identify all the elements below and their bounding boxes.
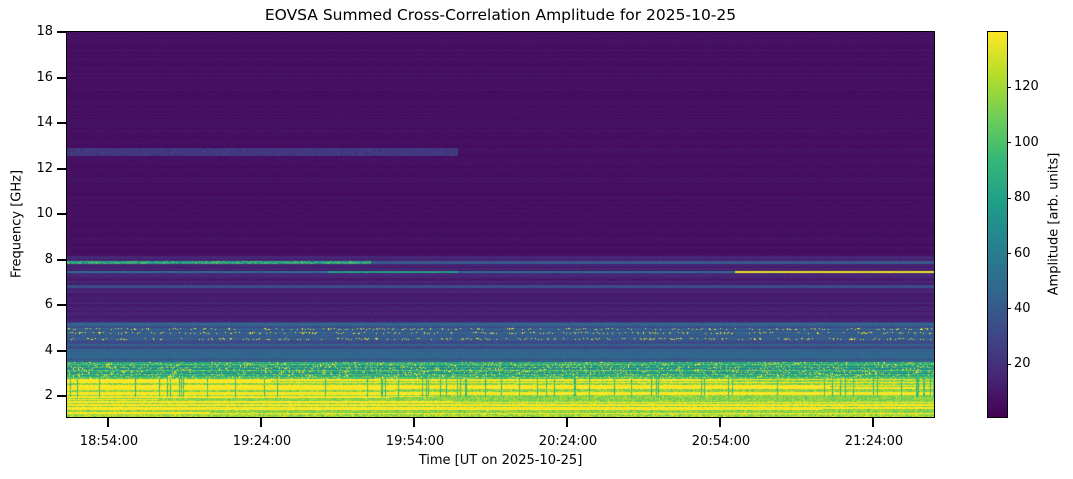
y-tick xyxy=(57,258,67,261)
colorbar-tick-label: 120 xyxy=(1014,79,1039,95)
x-tick-label: 19:54:00 xyxy=(385,434,445,449)
colorbar-tick xyxy=(1007,197,1011,199)
colorbar-tick xyxy=(1007,363,1011,365)
x-tick xyxy=(871,417,874,427)
x-tick xyxy=(106,417,109,427)
y-tick-label: 10 xyxy=(36,206,53,222)
x-tick-label: 20:54:00 xyxy=(691,434,751,449)
y-tick xyxy=(57,349,67,352)
x-tick xyxy=(412,417,415,427)
y-tick xyxy=(57,167,67,170)
y-tick xyxy=(57,304,67,307)
x-tick xyxy=(565,417,568,427)
x-tick xyxy=(718,417,721,427)
y-tick xyxy=(57,76,67,79)
colorbar-label: Amplitude [arb. units] xyxy=(1046,152,1062,296)
x-tick-label: 20:24:00 xyxy=(538,434,598,449)
y-tick-label: 16 xyxy=(36,69,53,85)
x-axis-label: Time [UT on 2025-10-25] xyxy=(418,453,583,468)
x-tick-label: 19:24:00 xyxy=(232,434,292,449)
y-tick-label: 14 xyxy=(36,115,53,131)
spectrogram-heatmap xyxy=(66,31,935,418)
y-tick xyxy=(57,395,67,398)
colorbar-tick xyxy=(1007,142,1011,144)
colorbar-tick-label: 60 xyxy=(1014,245,1031,261)
chart-title: EOVSA Summed Cross-Correlation Amplitude… xyxy=(264,6,737,24)
y-axis-label: Frequency [GHz] xyxy=(9,169,25,279)
y-tick xyxy=(57,213,67,216)
colorbar-tick-label: 20 xyxy=(1014,356,1031,372)
x-tick xyxy=(259,417,262,427)
y-tick xyxy=(57,31,67,33)
x-tick-label: 21:24:00 xyxy=(844,434,904,449)
y-tick xyxy=(57,122,67,125)
colorbar-tick-label: 100 xyxy=(1014,134,1039,150)
y-tick-label: 8 xyxy=(44,251,53,267)
x-tick-label: 18:54:00 xyxy=(79,434,139,449)
y-tick-label: 6 xyxy=(44,297,53,313)
y-tick-label: 12 xyxy=(36,160,53,176)
colorbar xyxy=(987,31,1008,418)
colorbar-tick xyxy=(1007,86,1011,88)
colorbar-tick-label: 40 xyxy=(1014,300,1031,316)
y-tick-label: 4 xyxy=(44,342,53,358)
colorbar-tick-label: 80 xyxy=(1014,190,1031,206)
y-tick-label: 2 xyxy=(44,388,53,404)
y-tick-label: 18 xyxy=(36,24,53,39)
colorbar-tick xyxy=(1007,308,1011,310)
colorbar-tick xyxy=(1007,253,1011,255)
